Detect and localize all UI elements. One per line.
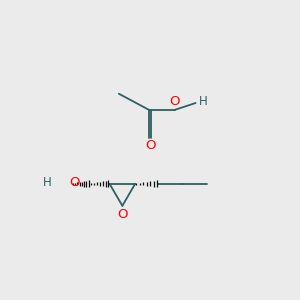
- Text: O: O: [117, 208, 128, 220]
- Text: O: O: [145, 140, 155, 152]
- Text: H: H: [199, 95, 208, 108]
- Text: O: O: [169, 95, 180, 108]
- Text: H: H: [43, 176, 52, 189]
- Text: O: O: [69, 176, 80, 189]
